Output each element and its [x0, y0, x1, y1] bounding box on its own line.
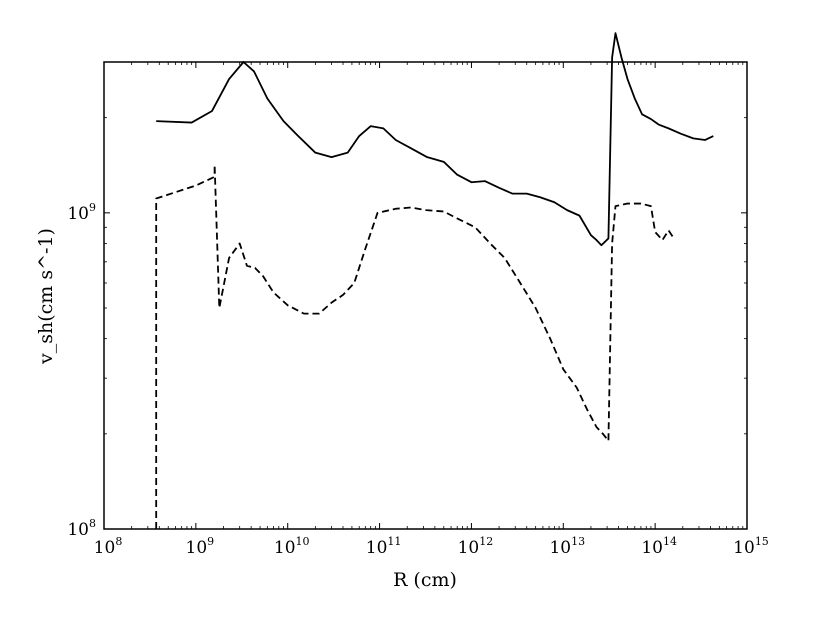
x-tick-label: 1015: [733, 535, 769, 558]
x-axis-label: R (cm): [393, 569, 457, 591]
tick-layer: 108 109 1010 1011 1012 1013 1014 1015 108 109: [67, 61, 769, 558]
x-tick-label: 109: [186, 535, 215, 558]
series-layer: [155, 32, 714, 529]
x-tick-label: 108: [94, 535, 123, 558]
y-tick-label: 108: [67, 517, 96, 540]
y-tick-label: 109: [67, 201, 96, 224]
y-axis-label: v_sh(cm s^-1): [35, 228, 57, 365]
x-tick-label: 1012: [458, 535, 494, 558]
plot-frame: [103, 61, 748, 530]
x-tick-label: 1011: [366, 535, 402, 558]
solid-series-line: [156, 32, 714, 247]
x-tick-label: 1010: [274, 535, 310, 558]
x-tick-label: 1013: [549, 535, 585, 558]
label-layer: R (cm) v_sh(cm s^-1): [35, 228, 457, 591]
x-tick-label: 1014: [641, 535, 677, 558]
dashed-series-line: [155, 163, 675, 529]
